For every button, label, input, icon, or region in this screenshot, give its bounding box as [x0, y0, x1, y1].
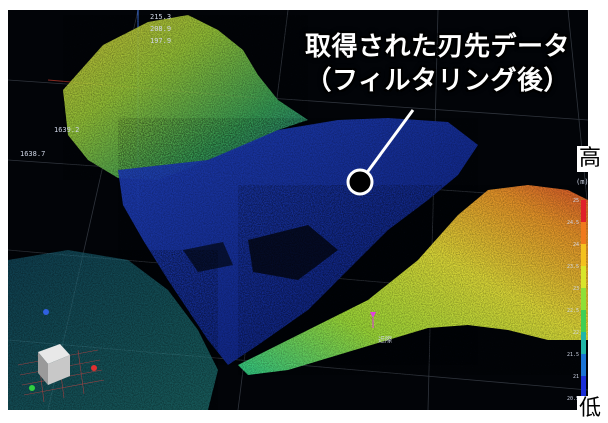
- legend-color-segment: [581, 244, 586, 267]
- legend-tick-label: 22.5: [567, 308, 579, 314]
- point-cloud-viewport[interactable]: 25 24.5 24 23.5 23 22.5 22 21.5 21 20.5 215.3 208…: [8, 10, 588, 410]
- elevation-legend: 25 24.5 24 23.5 23 22.5 22 21.5 21 20.5: [567, 198, 586, 402]
- legend-color-segment: [581, 222, 586, 245]
- axis-readout: 197.9: [150, 37, 172, 45]
- callout-point: [346, 168, 374, 196]
- legend-tick-label: 21.5: [567, 352, 579, 358]
- legend-tick-label: 24.5: [567, 220, 579, 226]
- axis-readout: 208.9: [150, 25, 172, 33]
- pin-marker-icon: [370, 312, 376, 318]
- legend-unit: (m): [576, 178, 588, 186]
- legend-high-label: 高: [577, 146, 604, 172]
- legend-color-segment: [581, 310, 586, 333]
- callout-leader: [361, 109, 415, 179]
- point-cloud-scene[interactable]: 25 24.5 24 23.5 23 22.5 22 21.5 21 20.5: [8, 10, 588, 410]
- callout-line-2: （フィルタリング後）: [305, 66, 570, 96]
- legend-tick-label: 23: [573, 286, 579, 292]
- axis-readout: 215.3: [150, 13, 172, 21]
- legend-tick-label: 23.5: [567, 264, 579, 270]
- legend-color-segment: [581, 354, 586, 377]
- legend-tick-label: 21: [573, 374, 579, 380]
- legend-tick-label: 22: [573, 330, 579, 336]
- legend-color-segment: [581, 266, 586, 289]
- marker-red: [91, 365, 97, 371]
- legend-tick-label: 24: [573, 242, 579, 248]
- legend-color-segment: [581, 332, 586, 355]
- machine-cube-icon: [38, 344, 70, 385]
- marker-blue: [43, 309, 49, 315]
- legend-tick-label: 20.5: [567, 396, 579, 402]
- legend-low-label: 低: [577, 396, 604, 422]
- marker-green: [29, 385, 35, 391]
- legend-color-segment: [581, 288, 586, 311]
- legend-tick-label: 25: [573, 198, 579, 204]
- axis-readout: 1639.2: [54, 126, 80, 134]
- marker-label: 近際: [378, 336, 392, 344]
- legend-color-segment: [581, 200, 586, 223]
- legend-color-segment: [581, 376, 586, 399]
- callout-label: 取得された刃先データ （フィルタリング後）: [305, 30, 570, 98]
- axis-readout: 1638.7: [20, 150, 46, 158]
- callout-line-1: 取得された刃先データ: [304, 32, 570, 62]
